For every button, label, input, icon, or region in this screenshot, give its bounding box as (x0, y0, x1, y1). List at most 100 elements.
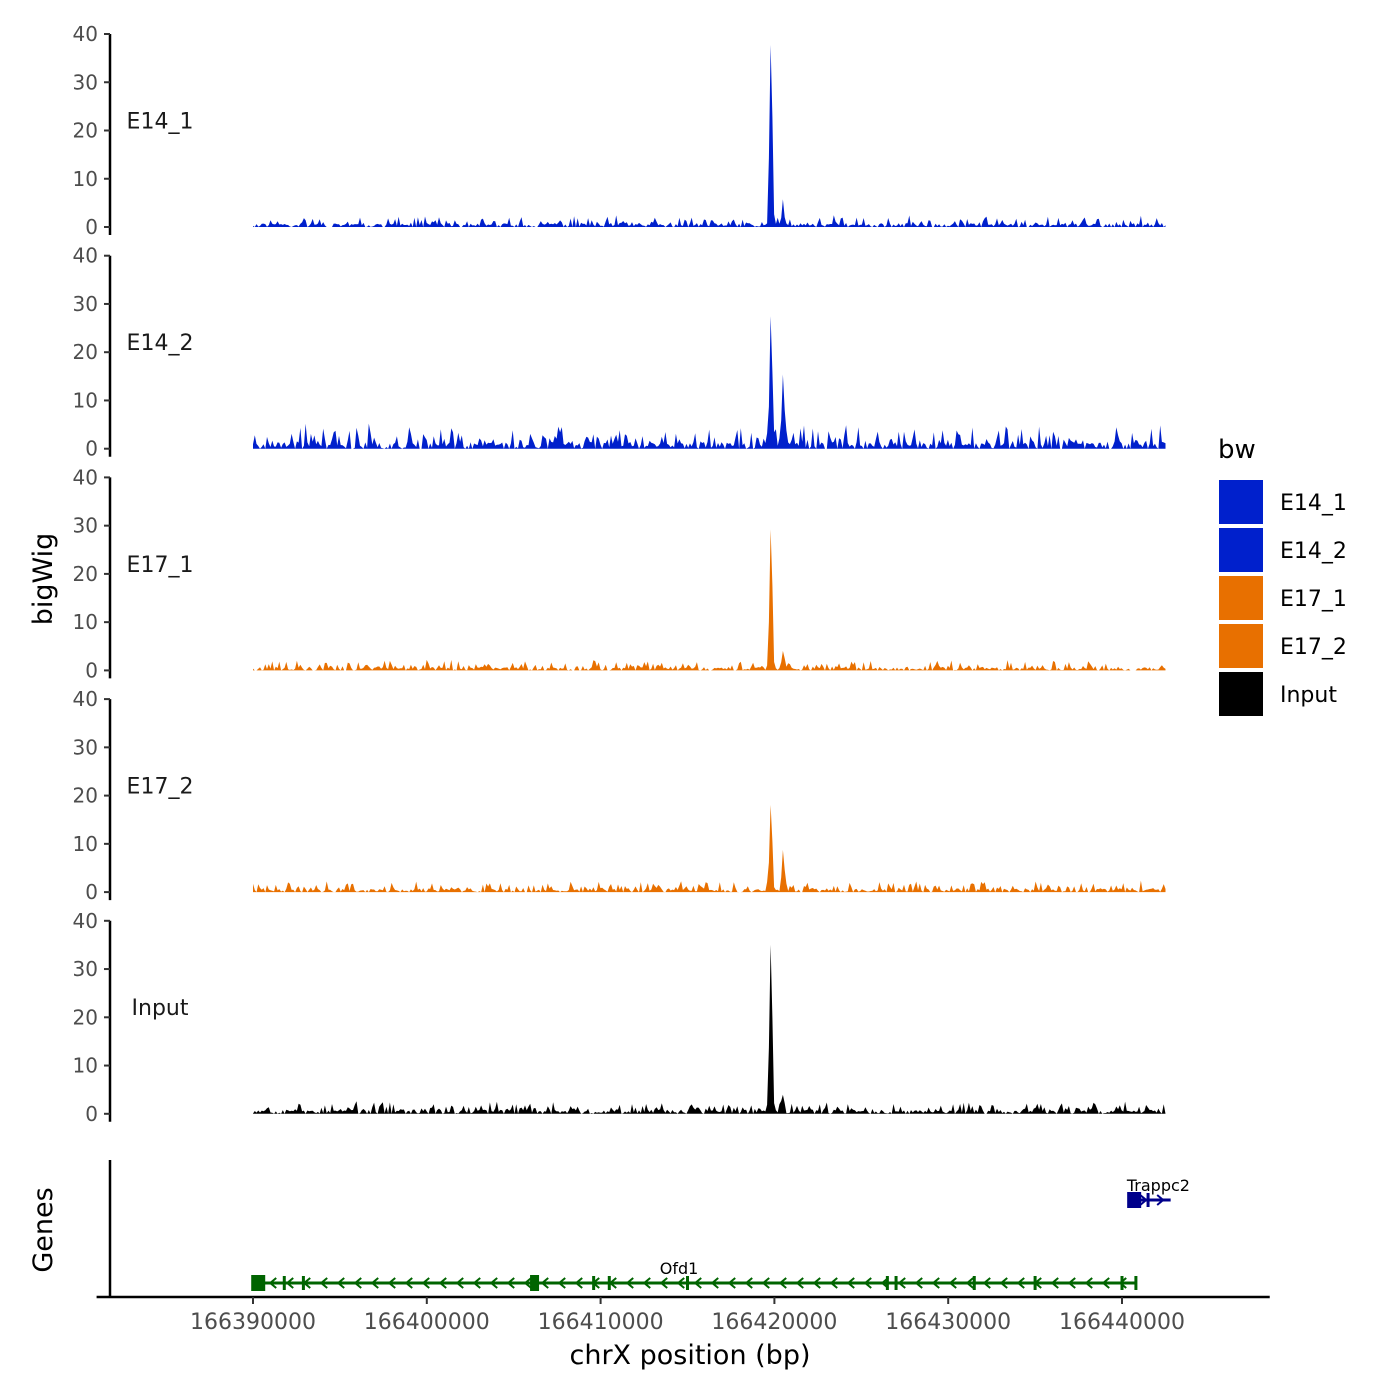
y-tick-label: 30 (73, 735, 98, 759)
strand-arrow (710, 1277, 719, 1289)
strand-arrow (727, 1277, 736, 1289)
y-tick-label: 30 (73, 292, 98, 316)
track-label: E17_2 (127, 774, 194, 799)
signal-area-input (253, 944, 1166, 1114)
legend-swatch (1219, 576, 1263, 620)
legend-swatch (1219, 480, 1263, 524)
strand-arrow (795, 1277, 804, 1289)
strand-arrow (1016, 1277, 1025, 1289)
strand-arrow (319, 1277, 328, 1289)
strand-arrow (489, 1277, 498, 1289)
track-label: Input (132, 996, 189, 1021)
strand-arrow (676, 1277, 685, 1289)
y-tick-label: 30 (73, 514, 98, 538)
strand-arrow (336, 1277, 345, 1289)
strand-arrow (421, 1277, 430, 1289)
y-tick-label: 10 (73, 388, 98, 412)
strand-arrow (965, 1277, 974, 1289)
exon-mark (1120, 1276, 1124, 1290)
x-tick-label: 166440000 (1059, 1310, 1185, 1335)
genes-axis-title: Genes (28, 1187, 59, 1272)
y-tick-label: 40 (73, 244, 98, 268)
y-tick-label: 0 (85, 880, 98, 904)
y-tick-label: 0 (85, 1102, 98, 1126)
strand-arrow (1050, 1277, 1059, 1289)
exon-mark (686, 1276, 689, 1290)
y-tick-label: 40 (73, 465, 98, 489)
track-label: E17_1 (127, 553, 194, 578)
exon-mark (885, 1276, 889, 1290)
strand-arrow (557, 1277, 566, 1289)
strand-arrow (863, 1277, 872, 1289)
legend-label: E14_1 (1280, 491, 1347, 516)
strand-arrow (693, 1277, 702, 1289)
strand-arrow (897, 1277, 906, 1289)
exon-mark (282, 1276, 286, 1290)
strand-arrow (1156, 1194, 1165, 1206)
legend-label: Input (1280, 683, 1337, 708)
exon-mark (894, 1276, 898, 1290)
strand-arrow (387, 1277, 396, 1289)
track-label: E14_1 (127, 109, 194, 134)
strand-arrow (574, 1277, 583, 1289)
y-tick-label: 40 (73, 909, 98, 933)
y-tick-label: 30 (73, 957, 98, 981)
strand-arrow (642, 1277, 651, 1289)
exon-mark (1146, 1193, 1150, 1207)
strand-arrow (625, 1277, 634, 1289)
x-tick-label: 166420000 (711, 1310, 837, 1335)
legend: bw E14_1 E14_2 E17_1 E17_2 Input (1218, 435, 1347, 716)
x-tick-label: 166430000 (885, 1310, 1011, 1335)
strand-arrow (1084, 1277, 1093, 1289)
y-tick-label: 10 (73, 1054, 98, 1078)
strand-arrow (812, 1277, 821, 1289)
gene-track: Ofd1 Trappc2 (108, 1160, 1190, 1297)
signal-area-e17-1 (253, 529, 1166, 671)
y-tick-label: 0 (85, 437, 98, 461)
signal-area-e14-2 (253, 316, 1166, 449)
exon-mark (607, 1276, 611, 1290)
legend-swatch (1219, 528, 1263, 572)
signal-tracks: 0 10 20 30 40 E14_1 0 10 20 30 40 E14_2 0 10 20 30 40 E17… (73, 22, 1166, 1126)
legend-label: E17_1 (1280, 587, 1347, 612)
y-tick-label: 20 (73, 784, 98, 808)
exon-mark (972, 1276, 976, 1290)
strand-arrow (438, 1277, 447, 1289)
y-tick-label: 10 (73, 167, 98, 191)
y-tick-label: 20 (73, 340, 98, 364)
strand-arrow (506, 1277, 515, 1289)
strand-arrow (761, 1277, 770, 1289)
gene-label: Trappc2 (1126, 1176, 1190, 1195)
legend-label: E17_2 (1280, 635, 1347, 660)
legend-label: E14_2 (1280, 539, 1347, 564)
exon-mark (592, 1276, 596, 1290)
strand-arrow (948, 1277, 957, 1289)
y-tick-label: 20 (73, 562, 98, 586)
strand-arrow (1139, 1194, 1148, 1206)
exon-mark (530, 1275, 540, 1291)
y-tick-label: 40 (73, 687, 98, 711)
x-tick-label: 166400000 (364, 1310, 490, 1335)
strand-arrow (914, 1277, 923, 1289)
strand-arrow (999, 1277, 1008, 1289)
x-tick-label: 166410000 (538, 1310, 664, 1335)
exon-mark (1033, 1276, 1037, 1290)
strand-arrow (523, 1277, 532, 1289)
y-tick-label: 10 (73, 610, 98, 634)
strand-arrow (1118, 1277, 1127, 1289)
exon-mark (251, 1275, 266, 1291)
legend-swatch (1219, 672, 1263, 716)
y-tick-label: 10 (73, 832, 98, 856)
y-tick-label: 0 (85, 215, 98, 239)
signal-area-e14-1 (253, 44, 1166, 228)
x-tick-label: 166390000 (190, 1310, 316, 1335)
exon-mark (1127, 1192, 1142, 1208)
strand-arrow (659, 1277, 668, 1289)
strand-arrow (1067, 1277, 1076, 1289)
y-axis-title: bigWig (28, 533, 59, 626)
strand-arrow (268, 1277, 277, 1289)
x-axis: 166390000 166400000 166410000 166420000 1664… (96, 1295, 1270, 1335)
strand-arrow (540, 1277, 549, 1289)
strand-arrow (472, 1277, 481, 1289)
